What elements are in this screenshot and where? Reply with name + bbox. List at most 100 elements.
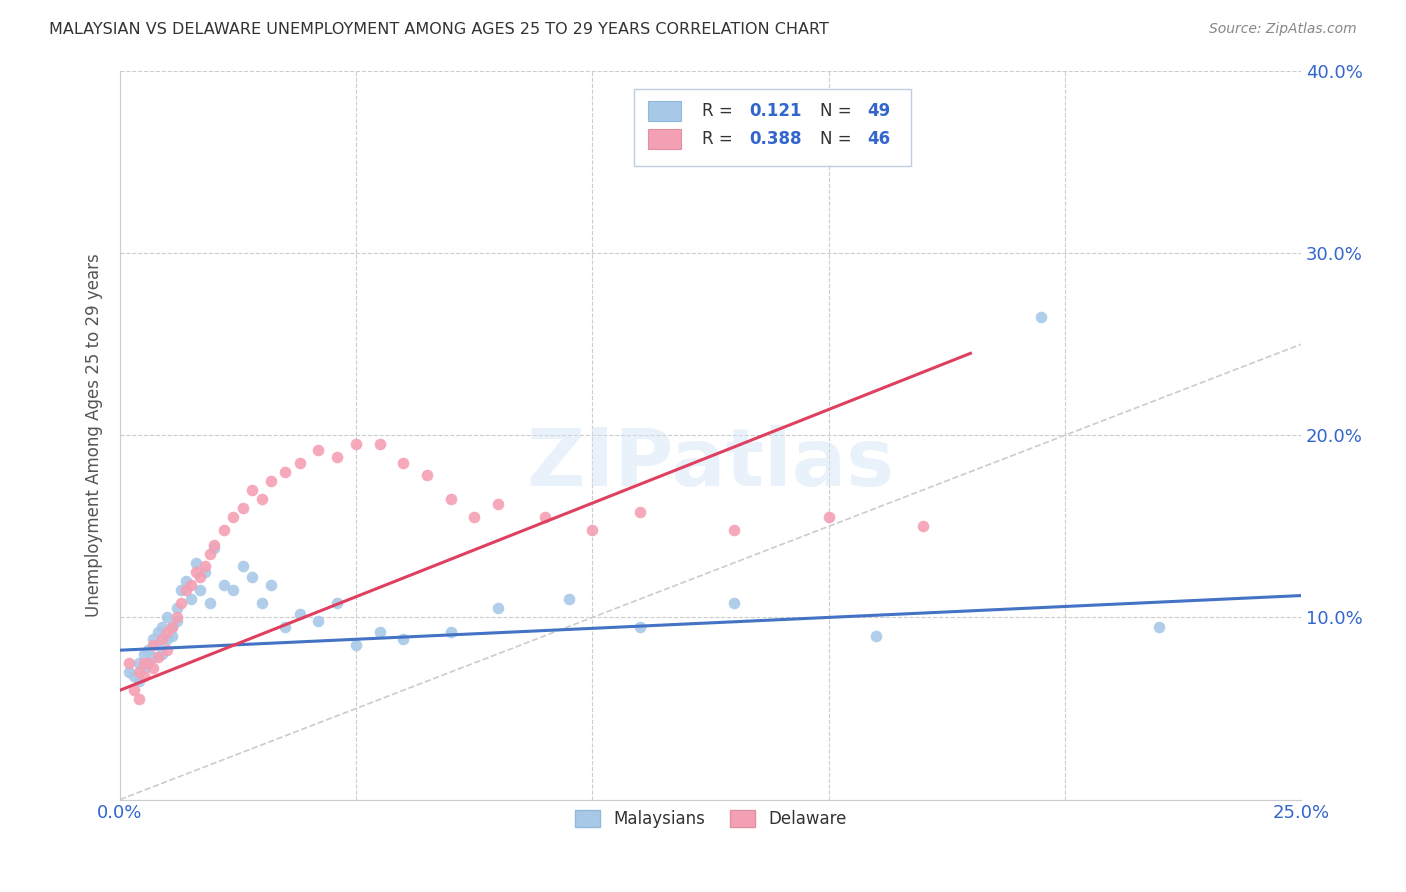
Text: 0.121: 0.121 [749, 102, 801, 120]
Point [288, 456, 311, 470]
Point [1149, 619, 1171, 633]
Point [558, 592, 581, 607]
Point [128, 656, 150, 670]
Point [326, 450, 349, 464]
Point [122, 668, 145, 682]
Point [486, 601, 509, 615]
Point [232, 501, 254, 516]
Point [212, 523, 235, 537]
Point [142, 661, 165, 675]
Point [204, 541, 226, 556]
Point [142, 632, 165, 647]
Point [288, 607, 311, 621]
Point [146, 624, 169, 639]
Point [132, 647, 155, 661]
Text: R =: R = [702, 102, 738, 120]
Point [188, 583, 211, 598]
Point [392, 632, 415, 647]
Point [160, 629, 183, 643]
Point [122, 683, 145, 698]
Point [204, 537, 226, 551]
Point [194, 559, 217, 574]
Text: N =: N = [821, 130, 858, 148]
Point [628, 619, 651, 633]
Point [274, 465, 297, 479]
Point [170, 596, 193, 610]
Legend: Malaysians, Delaware: Malaysians, Delaware [568, 804, 853, 835]
Point [581, 523, 603, 537]
Point [180, 592, 202, 607]
Point [817, 510, 839, 524]
Point [142, 638, 165, 652]
Text: 49: 49 [868, 102, 891, 120]
Text: MALAYSIAN VS DELAWARE UNEMPLOYMENT AMONG AGES 25 TO 29 YEARS CORRELATION CHART: MALAYSIAN VS DELAWARE UNEMPLOYMENT AMONG… [49, 22, 830, 37]
Point [142, 650, 165, 665]
Point [128, 674, 150, 689]
Point [250, 491, 273, 506]
Point [368, 624, 391, 639]
Point [440, 624, 463, 639]
Point [136, 643, 159, 657]
Point [152, 647, 174, 661]
Point [174, 574, 197, 588]
Text: Source: ZipAtlas.com: Source: ZipAtlas.com [1209, 22, 1357, 37]
Point [156, 643, 179, 657]
Point [198, 596, 221, 610]
Point [912, 519, 935, 533]
Point [222, 510, 245, 524]
Text: 46: 46 [868, 130, 891, 148]
Point [156, 610, 179, 624]
Point [198, 547, 221, 561]
Point [166, 601, 188, 615]
Point [156, 624, 179, 639]
Point [232, 559, 254, 574]
Y-axis label: Unemployment Among Ages 25 to 29 years: Unemployment Among Ages 25 to 29 years [86, 253, 103, 617]
Point [118, 665, 141, 679]
Point [128, 692, 150, 706]
Point [166, 614, 188, 628]
Text: ZIPatlas: ZIPatlas [526, 425, 894, 503]
Point [212, 577, 235, 591]
Point [326, 596, 349, 610]
Point [184, 565, 207, 579]
Point [1031, 310, 1053, 324]
Point [260, 577, 283, 591]
Point [146, 650, 169, 665]
Point [194, 565, 217, 579]
Point [156, 632, 179, 647]
Text: R =: R = [702, 130, 738, 148]
Text: 0.388: 0.388 [749, 130, 801, 148]
Point [132, 656, 155, 670]
Point [368, 437, 391, 451]
Point [170, 583, 193, 598]
Point [628, 505, 651, 519]
Point [146, 638, 169, 652]
FancyBboxPatch shape [648, 101, 681, 121]
Point [865, 629, 887, 643]
FancyBboxPatch shape [634, 89, 911, 166]
Point [152, 632, 174, 647]
Point [240, 483, 263, 497]
Point [260, 474, 283, 488]
Point [463, 510, 485, 524]
Point [184, 556, 207, 570]
Point [160, 619, 183, 633]
Point [174, 583, 197, 598]
Point [392, 456, 415, 470]
FancyBboxPatch shape [648, 128, 681, 149]
Point [160, 619, 183, 633]
Point [274, 619, 297, 633]
Point [132, 661, 155, 675]
Point [132, 668, 155, 682]
Point [486, 498, 509, 512]
Point [166, 610, 188, 624]
Point [534, 510, 557, 524]
Point [128, 665, 150, 679]
Point [307, 442, 329, 457]
Point [723, 523, 745, 537]
Point [416, 468, 439, 483]
Point [118, 656, 141, 670]
Point [136, 656, 159, 670]
Point [180, 577, 202, 591]
Point [344, 437, 367, 451]
